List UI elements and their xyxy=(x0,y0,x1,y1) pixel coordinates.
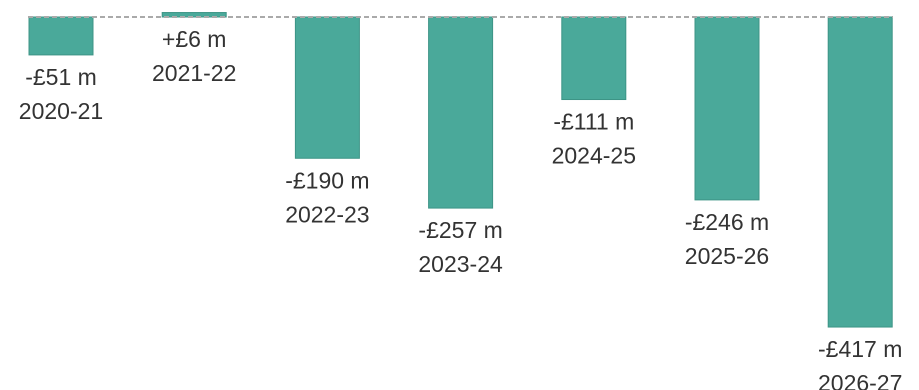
category-label-2021-22: 2021-22 xyxy=(152,60,236,86)
value-label-2026-27: -£417 m xyxy=(818,336,902,362)
category-label-2026-27: 2026-27 xyxy=(818,370,902,390)
value-label-2025-26: -£246 m xyxy=(685,209,769,235)
labels-group: -£51 m 2020-21 +£6 m 2021-22 -£190 m 2022-23 -… xyxy=(19,26,903,390)
value-label-2023-24: -£257 m xyxy=(418,217,502,243)
bar-2025-26 xyxy=(694,16,760,201)
value-label-2024-25: -£111 m xyxy=(553,109,634,135)
category-label-2025-26: 2025-26 xyxy=(685,243,769,269)
category-label-2022-23: 2022-23 xyxy=(285,201,369,227)
value-label-2022-23: -£190 m xyxy=(285,167,369,193)
bar-2021-22 xyxy=(161,12,227,18)
value-label-2021-22: +£6 m xyxy=(162,26,227,52)
bar-2023-24 xyxy=(428,16,494,209)
category-label-2023-24: 2023-24 xyxy=(418,251,503,277)
value-label-2020-21: -£51 m xyxy=(25,64,97,90)
category-label-2020-21: 2020-21 xyxy=(19,98,103,124)
bar-2024-25 xyxy=(561,16,627,101)
bar-2026-27 xyxy=(827,16,893,328)
category-label-2024-25: 2024-25 xyxy=(552,143,636,169)
bar-2022-23 xyxy=(294,16,360,159)
bar-2020-21 xyxy=(28,16,94,56)
